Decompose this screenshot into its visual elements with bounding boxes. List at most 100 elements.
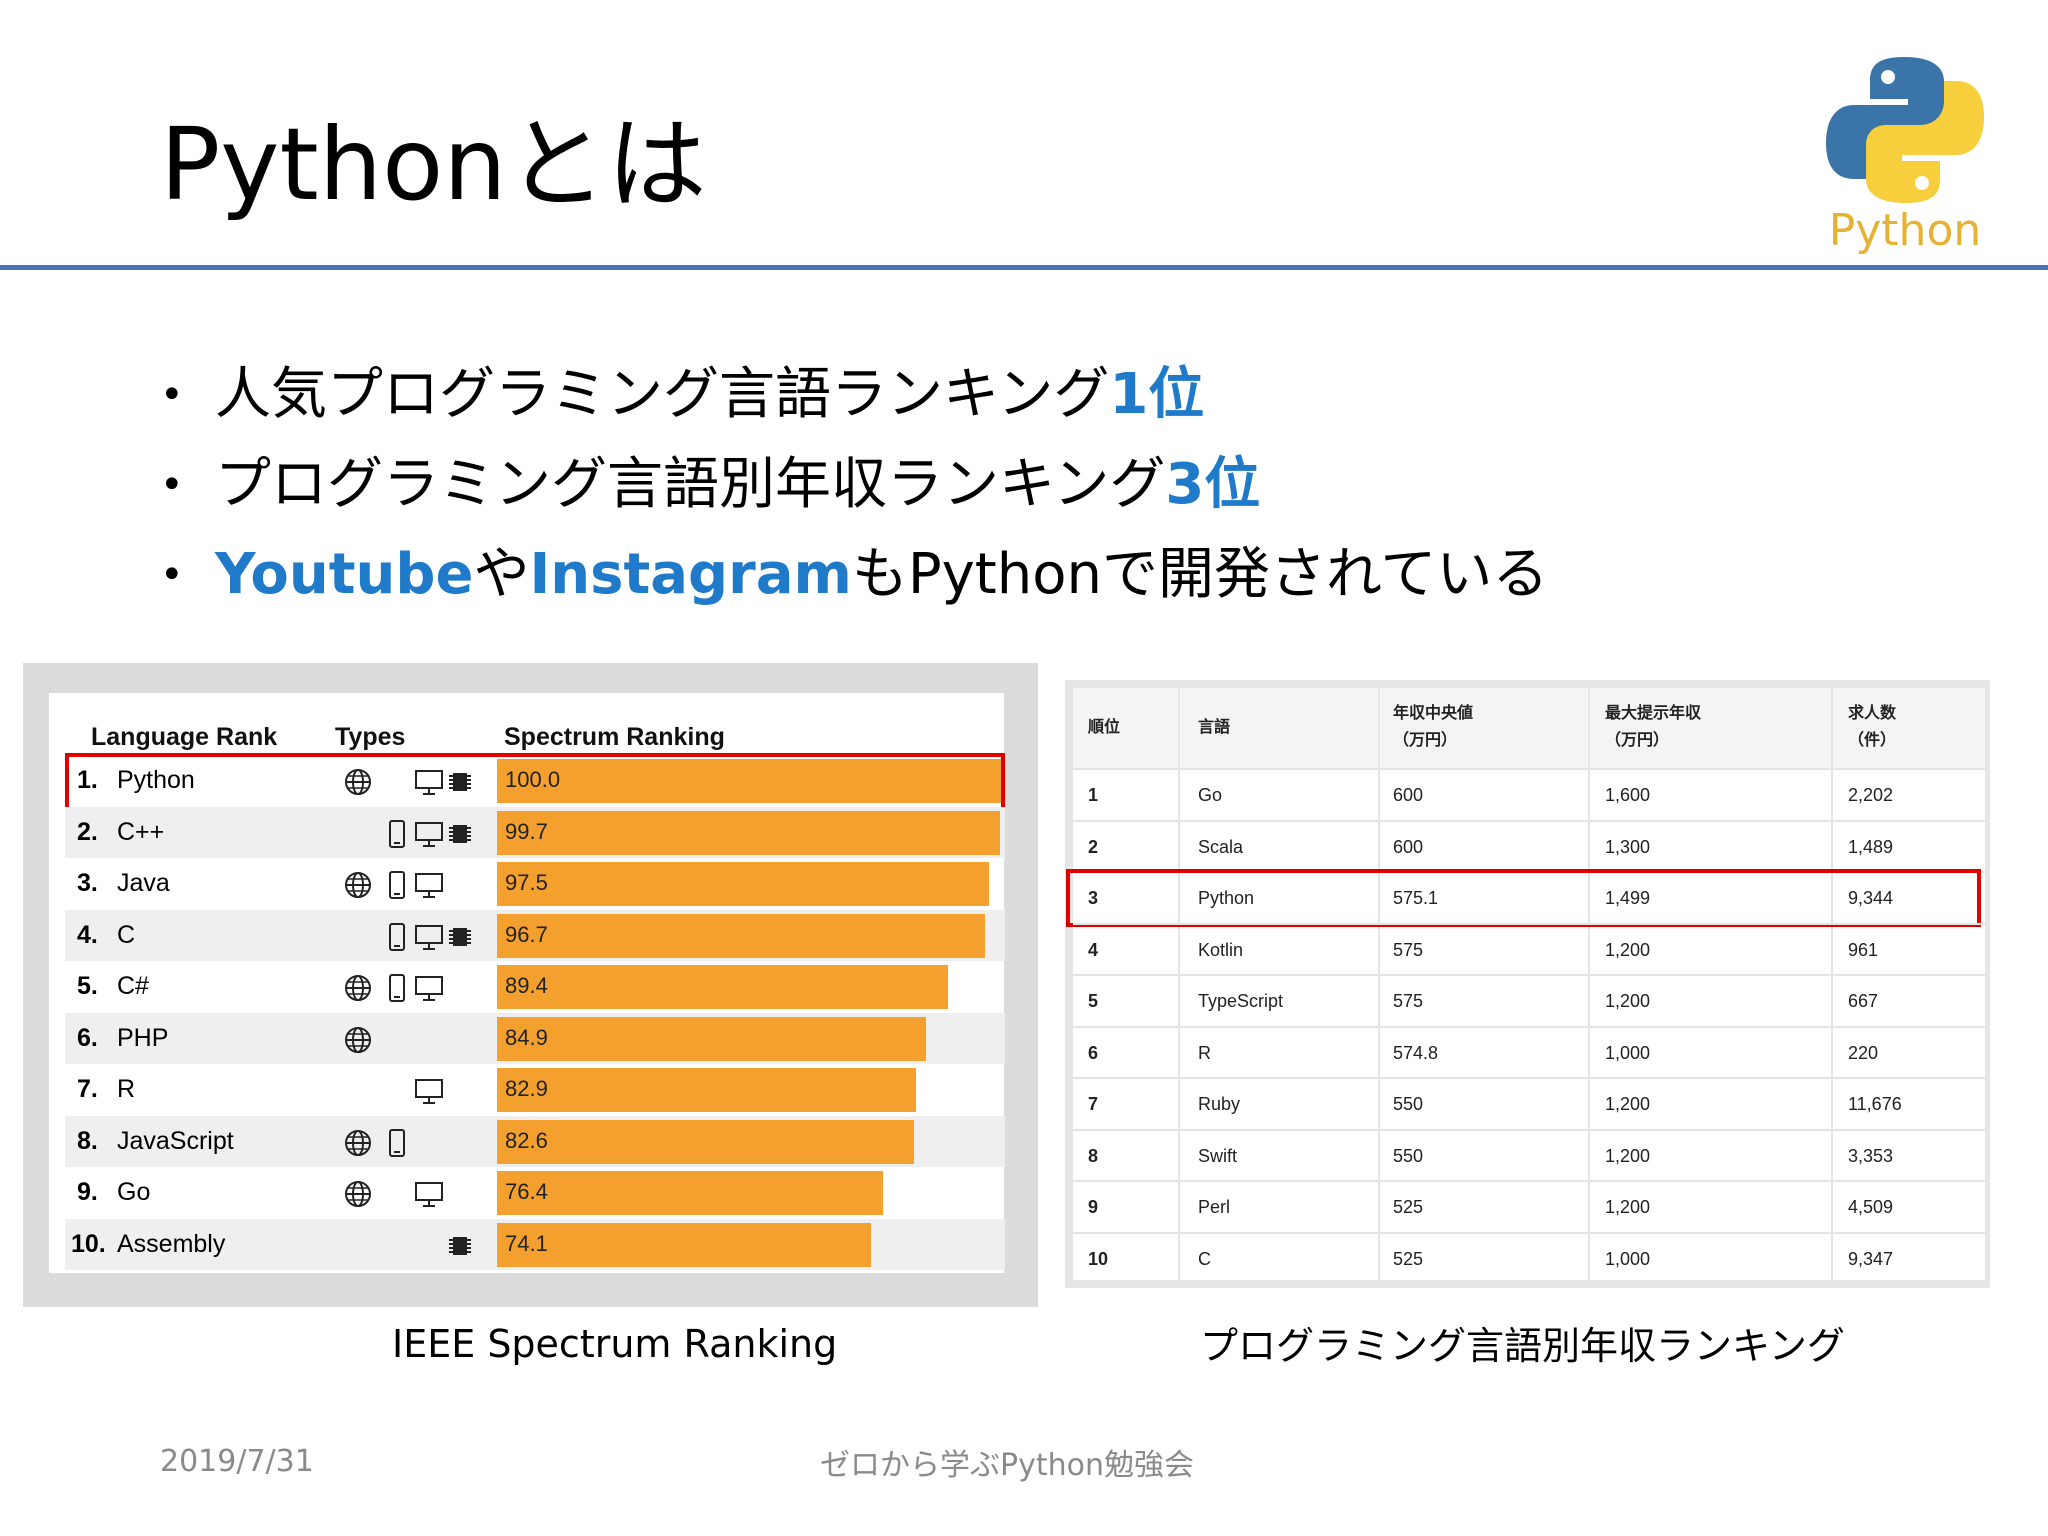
salary-jobs: 3,353 [1848,1145,1894,1166]
salary-rank: 6 [1088,1042,1099,1063]
web-icon [345,1129,371,1156]
mobile-icon [389,974,405,1002]
embedded-icon [449,824,471,843]
spectrum-value: 96.7 [505,921,548,947]
salary-median: 525 [1393,1197,1424,1217]
ieee-rank: 9. [77,1178,98,1206]
spectrum-bar [497,759,1002,803]
salary-row: 10 C 525 1,000 9,347 [1073,1231,1985,1284]
ieee-row: 9. Go 76.4 [65,1167,1005,1219]
ieee-ranking-table: Language Rank Types Spectrum Ranking 1. P… [49,693,1005,1273]
salary-median: 525 [1393,1248,1424,1269]
web-icon [345,769,371,795]
footer-title: ゼロから学ぶPython勉強会 [820,1448,1194,1483]
salary-row: 7 Ruby 550 1,200 11,676 [1073,1077,1985,1129]
python-logo-icon [1826,57,1984,203]
column-divider [1831,688,1833,1280]
bullet-highlight: 1位 [1109,362,1205,427]
python-logo: Python [1820,55,1990,256]
spectrum-bar [497,1068,916,1112]
bullet-services: • YoutubeやInstagramもPythonで開発されている [160,530,1548,620]
ieee-row: 4. C 96.7 [65,909,1005,961]
desktop-icon [415,873,443,898]
column-divider [1178,688,1180,1280]
spectrum-value: 99.7 [505,818,548,844]
spectrum-bar [497,810,1001,855]
salary-rank: 9 [1088,1197,1099,1217]
ieee-header-types: Types [335,723,406,751]
salary-language: Scala [1198,836,1244,857]
salary-rank: 7 [1088,1094,1099,1114]
salary-row: 2 Scala 600 1,300 1,489 [1073,819,1985,872]
salary-max: 1,000 [1605,1248,1651,1269]
bullet-text: もPythonで開発されている [851,542,1549,607]
salary-language: Python [1198,888,1255,908]
ieee-language-name: JavaScript [117,1126,234,1155]
ieee-language-name: C# [117,972,149,1000]
spectrum-value: 84.9 [505,1024,548,1050]
salary-max: 1,200 [1605,939,1651,960]
ieee-language-name: Assembly [117,1229,226,1258]
ieee-rank: 10. [71,1229,106,1258]
ieee-header-rank: Language Rank [91,723,278,751]
salary-max: 1,200 [1605,991,1651,1011]
bullet-dot: • [160,462,184,508]
salary-max: 1,300 [1605,836,1651,857]
mobile-icon [389,871,405,899]
salary-row: 6 R 574.8 1,000 220 [1073,1025,1985,1078]
mobile-icon [389,1128,405,1157]
ieee-language-name: Go [117,1178,151,1206]
ieee-row: 6. PHP 84.9 [65,1012,1005,1064]
bullet-text: や [473,542,530,607]
spectrum-value: 89.4 [505,973,548,998]
desktop-icon [415,976,443,1001]
web-icon [345,872,371,898]
bullet-highlight-instagram: Instagram [529,542,852,607]
caption-ieee: IEEE Spectrum Ranking [392,1322,838,1366]
salary-rank: 1 [1088,785,1099,805]
mobile-icon [389,922,405,951]
spectrum-bar [497,862,990,906]
salary-max: 1,000 [1605,1042,1651,1063]
salary-language: Kotlin [1198,939,1244,960]
mobile-icon [389,819,405,848]
salary-language: Perl [1198,1197,1231,1217]
bullet-highlight: 3位 [1165,452,1261,517]
column-divider [1378,688,1380,1280]
ieee-rank: 4. [77,920,98,949]
ieee-language-name: C++ [117,817,165,846]
bullet-text: 人気プログラミング言語ランキング [215,362,1110,427]
salary-median: 575 [1393,991,1424,1011]
embedded-icon [449,927,471,946]
ieee-row: 10. Assembly 74.1 [65,1218,1005,1270]
spectrum-bar [497,1016,926,1061]
salary-median: 575.1 [1393,888,1439,908]
salary-jobs: 11,676 [1848,1094,1902,1114]
ieee-row: 5. C# 89.4 [65,961,1005,1013]
spectrum-value: 100.0 [505,767,561,792]
salary-jobs: 4,509 [1848,1197,1894,1217]
salary-header-median: 年収中央値 （万円） [1393,705,1474,749]
ieee-rank: 2. [77,817,98,846]
desktop-icon [415,770,443,795]
ieee-row: 7. R 82.9 [65,1064,1005,1116]
spectrum-bar [497,1171,883,1215]
salary-language: R [1198,1042,1211,1063]
web-icon [345,975,371,1001]
ieee-row: 8. JavaScript 82.6 [65,1115,1005,1167]
salary-median: 600 [1393,836,1424,857]
slide-title: Pythonとは [160,106,707,223]
spectrum-value: 76.4 [505,1179,548,1204]
salary-row: 5 TypeScript 575 1,200 667 [1073,974,1985,1026]
salary-median: 600 [1393,785,1424,805]
salary-jobs: 9,347 [1848,1248,1894,1269]
salary-jobs: 667 [1848,991,1879,1011]
spectrum-value: 74.1 [505,1230,548,1256]
embedded-icon [449,1236,471,1255]
ieee-header-spectrum: Spectrum Ranking [504,723,725,751]
salary-row: 1 Go 600 1,600 2,202 [1073,768,1985,820]
web-icon [345,1181,371,1207]
salary-max: 1,200 [1605,1145,1651,1166]
ieee-row: 1. Python 100.0 [65,755,1005,807]
salary-ranking-table: 順位 言語 年収中央値 （万円） 最大提示年収 （万円） 求人数 （件） 1 Go 600… [1066,688,1985,1280]
